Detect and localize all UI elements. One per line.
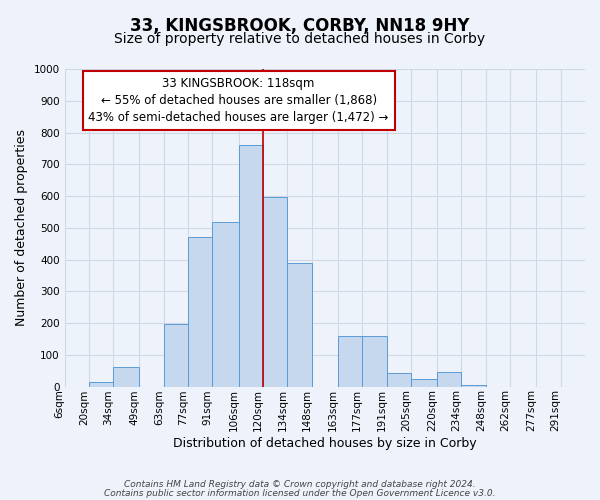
Text: Size of property relative to detached houses in Corby: Size of property relative to detached ho… <box>115 32 485 46</box>
Text: Contains HM Land Registry data © Crown copyright and database right 2024.: Contains HM Land Registry data © Crown c… <box>124 480 476 489</box>
Bar <box>411 378 437 386</box>
Text: Contains public sector information licensed under the Open Government Licence v3: Contains public sector information licen… <box>104 488 496 498</box>
X-axis label: Distribution of detached houses by size in Corby: Distribution of detached houses by size … <box>173 437 476 450</box>
Bar <box>386 373 411 386</box>
Bar <box>188 238 212 386</box>
Bar <box>287 262 312 386</box>
Bar <box>164 324 188 386</box>
Bar <box>89 382 113 386</box>
Bar <box>437 372 461 386</box>
Bar <box>239 145 263 386</box>
Bar <box>461 385 486 386</box>
Bar <box>212 222 239 386</box>
Text: 33 KINGSBROOK: 118sqm
← 55% of detached houses are smaller (1,868)
43% of semi-d: 33 KINGSBROOK: 118sqm ← 55% of detached … <box>88 77 389 124</box>
Text: 33, KINGSBROOK, CORBY, NN18 9HY: 33, KINGSBROOK, CORBY, NN18 9HY <box>130 18 470 36</box>
Bar <box>362 336 386 386</box>
Y-axis label: Number of detached properties: Number of detached properties <box>15 130 28 326</box>
Bar <box>113 366 139 386</box>
Bar <box>338 336 362 386</box>
Bar <box>263 196 287 386</box>
